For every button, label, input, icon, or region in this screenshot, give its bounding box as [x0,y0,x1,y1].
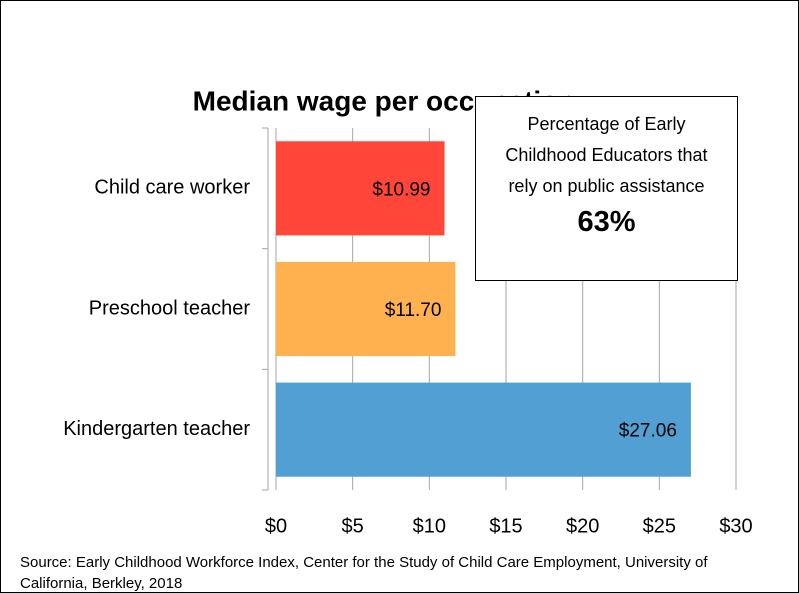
x-tick-label: $15 [489,515,522,537]
x-tick-label: $30 [719,515,752,537]
y-tick-label: Kindergarten teacher [63,418,250,440]
annotation-box: Percentage of Early Childhood Educators … [475,96,738,281]
x-tick-label: $20 [566,515,599,537]
x-tick-label: $0 [265,515,287,537]
x-tick-label: $10 [413,515,446,537]
x-tick-label: $5 [342,515,364,537]
x-tick-label: $25 [643,515,676,537]
annotation-value: 63% [577,206,636,238]
value-label: $27.06 [619,421,677,442]
y-tick-label: Child care worker [94,177,250,199]
bar [276,261,456,357]
source-note: Source: Early Childhood Workforce Index,… [20,554,708,592]
bar [276,382,691,477]
value-label: $11.70 [385,300,442,321]
y-tick-label: Preschool teacher [89,297,251,319]
bar [276,141,445,236]
annotation-text: Percentage of Early Childhood Educators … [505,114,708,196]
value-label: $10.99 [372,179,430,200]
